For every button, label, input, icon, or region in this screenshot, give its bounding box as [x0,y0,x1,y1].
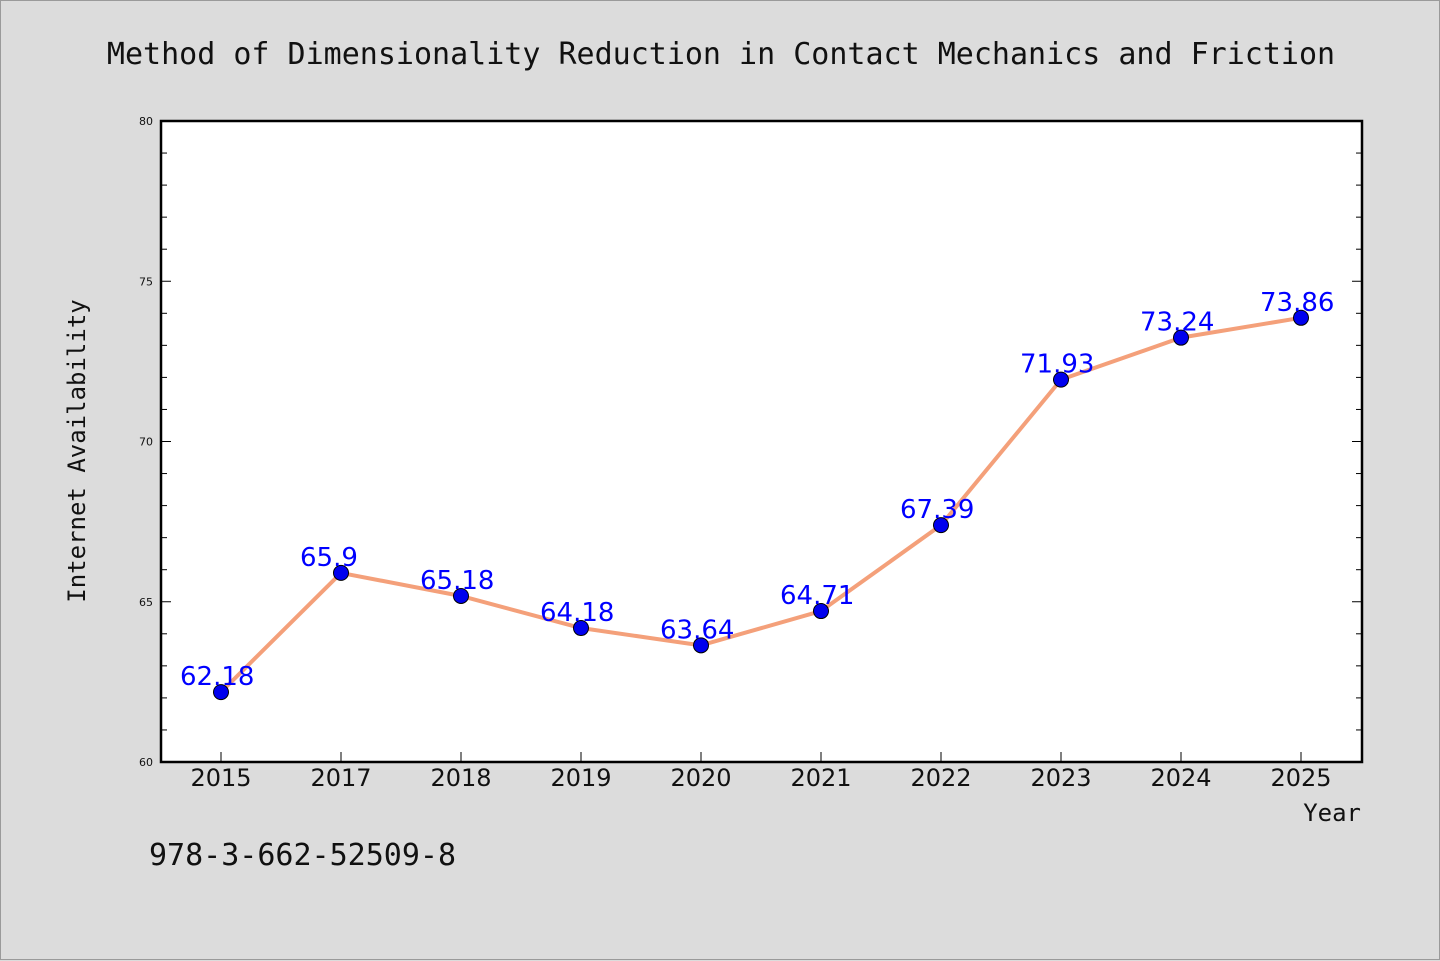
data-label: 73.86 [1260,288,1334,318]
x-tick-label: 2021 [790,764,851,792]
y-tick-label: 60 [139,756,153,769]
isbn-caption: 978-3-662-52509-8 [149,838,456,873]
x-tick-label: 2018 [430,764,491,792]
x-tick-label: 2020 [670,764,731,792]
x-tick-label: 2022 [910,764,971,792]
data-label: 65.9 [300,543,358,573]
y-tick-label: 80 [139,115,153,128]
y-axis-ticks: 60 65 70 75 80 [139,115,1362,769]
y-tick-label: 75 [139,275,153,288]
markers-group [213,309,1309,701]
data-label: 64.18 [540,598,614,628]
x-tick-label: 2025 [1270,764,1331,792]
data-label: 63.64 [660,615,734,645]
x-tick-label: 2019 [550,764,611,792]
data-label: 64.71 [780,581,854,611]
x-tick-label: 2017 [310,764,371,792]
data-label: 67.39 [900,495,974,525]
data-point [213,684,229,701]
x-axis-ticks: 2015 2017 2018 2019 2020 2021 2022 2023 2024 2025 [190,752,1332,792]
data-point [573,620,589,637]
data-point [693,637,709,654]
y-tick-label: 70 [139,436,153,449]
y-axis-label: Internet Availability [63,299,91,602]
x-tick-label: 2023 [1030,764,1091,792]
x-tick-label: 2024 [1150,764,1211,792]
y-tick-label: 65 [139,596,153,609]
data-label: 65.18 [420,566,494,596]
data-labels-group: 62.18 65.9 65.18 64.18 63.64 64.71 67.39 71.93 7… [180,288,1334,692]
series-line-group [219,315,1303,695]
data-point [813,603,829,620]
data-label: 62.18 [180,662,254,692]
data-label: 71.93 [1020,350,1094,380]
data-point [1173,329,1189,346]
data-point [333,564,349,581]
chart-title: Method of Dimensionality Reduction in Co… [107,37,1335,72]
data-label: 73.24 [1140,308,1214,338]
data-point [1053,371,1069,388]
plot-area [159,119,1364,764]
x-tick-label: 2015 [190,764,251,792]
series-line [219,315,1303,695]
x-axis-label: Year [1303,799,1361,827]
data-point [453,587,469,604]
data-point [933,517,949,534]
data-point [1293,309,1309,326]
